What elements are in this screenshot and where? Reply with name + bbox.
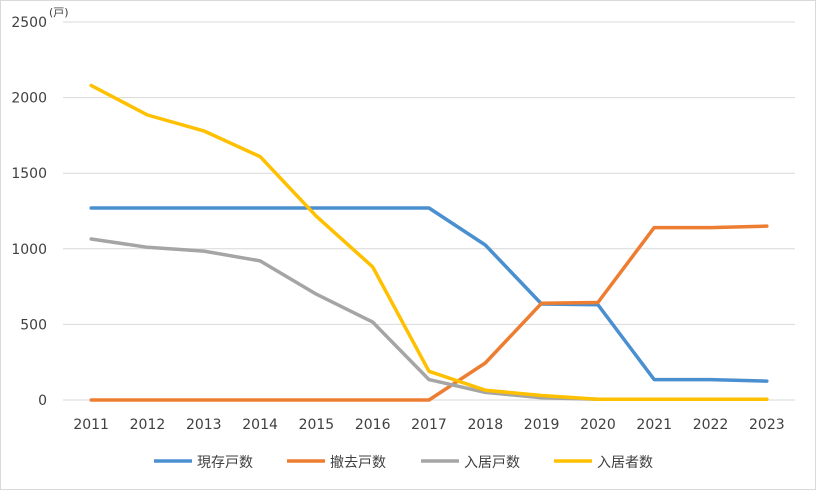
- x-tick-label: 2017: [411, 417, 447, 433]
- legend-label: 撤去戸数: [330, 455, 386, 471]
- y-tick-label: 1000: [11, 242, 47, 258]
- series-line: [89, 206, 769, 383]
- x-tick-label: 2019: [524, 417, 560, 433]
- gridlines: [63, 21, 795, 401]
- legend-label: 現存戸数: [197, 455, 253, 471]
- x-tick-label: 2011: [73, 417, 109, 433]
- x-tick-label: 2012: [130, 417, 166, 433]
- y-axis-ticks: 0 500 1000 1500 2000 2500: [11, 15, 47, 409]
- legend-item: 入居戸数: [421, 455, 520, 471]
- y-tick-label: 500: [20, 317, 47, 333]
- y-tick-label: 2500: [11, 15, 47, 31]
- legend-label: 入居者数: [597, 455, 653, 471]
- y-tick-label: 1500: [11, 166, 47, 182]
- x-tick-label: 2020: [580, 417, 616, 433]
- series-lines: [89, 83, 769, 402]
- x-tick-label: 2013: [186, 417, 222, 433]
- x-axis-ticks: 2011 2012 2013 2014 2015 2016 2017 2018 2019 2020…: [73, 417, 784, 433]
- x-tick-label: 2014: [242, 417, 278, 433]
- legend-label: 入居戸数: [464, 455, 520, 471]
- y-tick-label: 0: [38, 393, 47, 409]
- legend: 現存戸数 撤去戸数 入居戸数 入居者数: [154, 455, 653, 471]
- x-tick-label: 2015: [299, 417, 335, 433]
- x-tick-label: 2023: [749, 417, 785, 433]
- series-line: [89, 237, 769, 401]
- x-tick-label: 2022: [693, 417, 729, 433]
- y-axis-unit-label: (戸): [49, 6, 69, 19]
- series-line: [89, 83, 769, 401]
- x-tick-label: 2018: [467, 417, 503, 433]
- series-line: [89, 224, 769, 402]
- x-tick-label: 2021: [636, 417, 672, 433]
- x-tick-label: 2016: [355, 417, 391, 433]
- legend-item: 入居者数: [554, 455, 653, 471]
- legend-item: 現存戸数: [154, 455, 253, 471]
- legend-item: 撤去戸数: [287, 455, 386, 471]
- y-tick-label: 2000: [11, 91, 47, 107]
